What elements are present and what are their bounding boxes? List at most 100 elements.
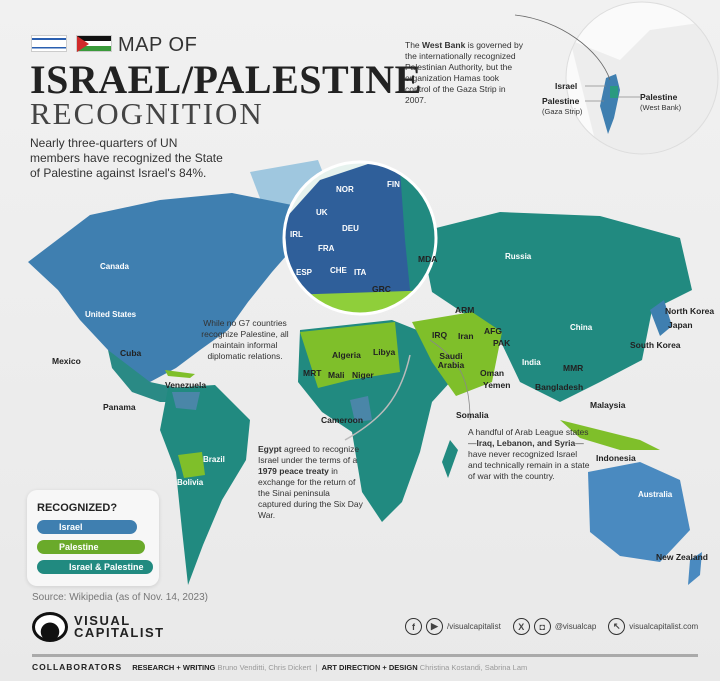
label-mda: MDA (418, 254, 438, 264)
youtube-icon[interactable]: ▶ (426, 618, 443, 635)
rw-names: Bruno Venditti, Chris Dickert (217, 663, 312, 672)
label-che: CHE (330, 266, 347, 275)
note-text: in exchange for the return of the Sinai … (258, 466, 363, 520)
label-australia: Australia (638, 490, 673, 499)
label-south-korea: South Korea (630, 340, 681, 350)
label-mexico: Mexico (52, 356, 81, 366)
label-deu: DEU (342, 224, 359, 233)
inset-israel-label: Israel (555, 81, 578, 91)
g7-note: While no G7 countries recognize Palestin… (201, 318, 289, 361)
label-ita: ITA (354, 268, 367, 277)
label-north-korea: North Korea (665, 306, 715, 316)
label-libya: Libya (373, 347, 396, 357)
label-bangladesh: Bangladesh (535, 382, 584, 392)
inset-palestine-wb-label: Palestine (640, 92, 678, 102)
south-korea-japan (650, 300, 672, 336)
note-text: —have never recognized Israel and techni… (468, 438, 590, 481)
divider (32, 654, 698, 657)
instagram-icon[interactable]: ◘ (533, 618, 551, 635)
label-russia: Russia (505, 252, 532, 261)
arab-league-note: A handful of Arab League states—Iraq, Le… (468, 427, 590, 482)
source: Source: Wikipedia (as of Nov. 14, 2023) (32, 592, 209, 603)
note-text: A handful of Arab League states— (468, 427, 589, 448)
note-text: The (405, 40, 423, 50)
label-cameroon: Cameroon (321, 415, 364, 425)
label-cuba: Cuba (120, 348, 142, 358)
label-indonesia: Indonesia (596, 453, 636, 463)
collab-heading: COLLABORATORS (32, 662, 123, 672)
cameroon (350, 396, 372, 422)
indonesia (560, 420, 660, 450)
inset-wb-sub: (West Bank) (640, 103, 682, 112)
label-uk: UK (316, 208, 328, 217)
inset-gaza-sub: (Gaza Strip) (542, 107, 583, 116)
legend-item-israel: Israel (37, 520, 137, 534)
legend: RECOGNIZED? Israel Palestine Israel & Pa… (27, 490, 159, 586)
label-bolivia: Bolivia (177, 478, 204, 487)
note-text: agreed to recognize Israel under the ter… (258, 444, 360, 465)
egypt-note: Egypt agreed to recognize Israel under t… (258, 444, 363, 521)
south-america (160, 385, 250, 585)
logo-text: VISUAL (74, 613, 131, 628)
label-mali: Mali (328, 370, 345, 380)
north-america (28, 193, 300, 382)
middle-east-palestine (412, 312, 502, 396)
cursor-icon[interactable]: ↖ (608, 618, 626, 635)
social-links: f ▶ /visualcapitalist X ◘ @visualcap ↖ v… (405, 618, 698, 635)
israel-flag-icon (31, 35, 67, 52)
visual-capitalist-logo: VISUAL CAPITALIST (32, 612, 165, 642)
legend-title: RECOGNIZED? (37, 502, 118, 514)
description: Nearly three-quarters of UN members have… (30, 136, 223, 180)
west-bank-shape (610, 86, 618, 98)
note-bold: Iraq, Lebanon, and Syria (476, 438, 576, 448)
collaborators: COLLABORATORS RESEARCH + WRITING Bruno V… (32, 662, 528, 672)
label-somalia: Somalia (456, 410, 489, 420)
website-link[interactable]: visualcapitalist.com (629, 622, 699, 631)
label-mrt: MRT (303, 368, 322, 378)
madagascar (442, 440, 458, 478)
fb-yt-handle[interactable]: /visualcapitalist (447, 622, 501, 631)
note-text: is governed by the internationally recog… (405, 40, 523, 105)
bolivia (178, 452, 205, 478)
label-malaysia: Malaysia (590, 400, 626, 410)
title-prefix: MAP OF (118, 34, 198, 56)
label-irl: IRL (290, 230, 303, 239)
label-niger: Niger (352, 370, 374, 380)
label-india: India (522, 358, 541, 367)
facebook-icon[interactable]: f (405, 618, 422, 635)
label-afg: AFG (484, 326, 502, 336)
label-esp: ESP (296, 268, 313, 277)
label-mmr: MMR (563, 363, 584, 373)
europe (284, 162, 436, 310)
label-china: China (570, 323, 593, 332)
venezuela (172, 392, 200, 410)
palestine-flag-icon (76, 35, 112, 52)
inset-palestine-gaza-label: Palestine (542, 96, 580, 106)
label-brazil: Brazil (203, 455, 225, 464)
label-iran: Iran (458, 331, 474, 341)
label-arm: ARM (455, 305, 475, 315)
legend-item-both: Israel & Palestine (37, 560, 153, 574)
label-irq: IRQ (432, 330, 448, 340)
north-africa-palestine (300, 322, 400, 388)
x-ig-handle[interactable]: @visualcap (554, 622, 597, 631)
mexico-central-america (108, 350, 184, 402)
label-canada: Canada (100, 262, 129, 271)
logo-icon (32, 612, 68, 642)
ad-names: Christina Kostandi, Sabrina Lam (419, 663, 528, 672)
label-fin: FIN (387, 180, 400, 189)
inset-note: The West Bank is governed by the interna… (405, 40, 523, 106)
x-icon[interactable]: X (512, 618, 530, 635)
note-bold: West Bank (422, 40, 466, 50)
label-nor: NOR (336, 185, 354, 194)
label-new-zealand: New Zealand (656, 552, 708, 562)
label-oman: Oman (480, 368, 505, 378)
ad-heading: ART DIRECTION + DESIGN (321, 663, 418, 672)
logo-text: CAPITALIST (74, 625, 165, 640)
label-fra: FRA (318, 244, 335, 253)
note-bold: Egypt (258, 444, 282, 454)
australia (588, 462, 690, 562)
russia-asia (420, 212, 692, 402)
page-title: ISRAEL/PALESTINE (30, 57, 422, 102)
